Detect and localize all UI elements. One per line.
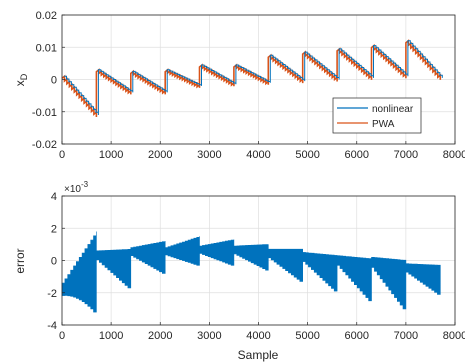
top-axes: 0 1000 2000 3000 4000 5000 6000 7000 8000 -0.02-… xyxy=(13,10,465,161)
top-y-tick-labels: -0.02 -0.01 0 0.01 0.02 xyxy=(32,10,57,151)
series-nonlinear-line xyxy=(64,40,443,115)
x-tick-label: 0 xyxy=(59,330,65,342)
y-tick-label: 0 xyxy=(51,256,57,268)
y-tick-label: 0.02 xyxy=(36,10,57,22)
error-band-cycle-1 xyxy=(61,231,97,313)
bottom-y-tick-labels: -4 -2 0 2 4 xyxy=(47,191,57,332)
y-tick-label: -0.02 xyxy=(32,139,57,151)
x-tick-label: 2000 xyxy=(148,149,172,161)
x-tick-label: 6000 xyxy=(345,330,369,342)
top-ticks xyxy=(61,14,456,145)
top-data xyxy=(61,39,443,117)
error-band-cycle-2 xyxy=(96,249,132,289)
legend-box xyxy=(332,97,422,134)
bottom-x-tick-labels: 0 1000 2000 3000 4000 5000 6000 7000 8000 xyxy=(59,330,465,342)
error-band-cycle-6 xyxy=(233,244,269,271)
bottom-axes: 0 1000 2000 3000 4000 5000 6000 7000 8000 -4 -2 0 2… xyxy=(13,180,465,362)
y-tick-label: -4 xyxy=(47,320,57,332)
series-pwa-line xyxy=(61,39,442,117)
x-tick-label: 1000 xyxy=(99,149,123,161)
error-band-cycle-10 xyxy=(371,257,407,310)
bottom-ticks xyxy=(61,195,456,326)
x-tick-label: 1000 xyxy=(99,330,123,342)
bottom-y-multiplier: ×10-3 xyxy=(64,180,89,195)
x-tick-label: 4000 xyxy=(246,330,270,342)
x-tick-label: 8000 xyxy=(443,149,465,161)
error-band-cycle-8 xyxy=(302,252,338,292)
x-tick-label: 4000 xyxy=(246,149,270,161)
x-tick-label: 6000 xyxy=(345,149,369,161)
y-tick-label: 0 xyxy=(51,75,57,87)
y-tick-label: 4 xyxy=(51,191,57,203)
y-tick-label: -2 xyxy=(47,288,57,300)
x-tick-label: 7000 xyxy=(394,149,418,161)
error-band-cycle-3 xyxy=(130,241,166,274)
y-tick-label: -0.01 xyxy=(32,107,57,119)
y-tick-label: 0.01 xyxy=(36,42,57,54)
legend-pwa-label: PWA xyxy=(372,119,395,130)
error-band-cycle-7 xyxy=(268,248,303,282)
bottom-x-axis-label: Sample xyxy=(238,348,279,362)
x-tick-label: 7000 xyxy=(394,330,418,342)
x-tick-label: 3000 xyxy=(197,149,221,161)
x-tick-label: 3000 xyxy=(197,330,221,342)
x-tick-label: 0 xyxy=(59,149,65,161)
error-band-cycle-4 xyxy=(164,236,200,266)
x-tick-label: 5000 xyxy=(295,330,319,342)
legend: nonlinear PWA xyxy=(332,97,422,134)
error-band-cycle-5 xyxy=(199,239,235,266)
x-tick-label: 2000 xyxy=(148,330,172,342)
error-band-cycle-9 xyxy=(336,255,372,302)
error-band-cycle-11 xyxy=(405,263,441,295)
x-tick-label: 5000 xyxy=(295,149,319,161)
x-tick-label: 8000 xyxy=(443,330,465,342)
bottom-data xyxy=(61,231,441,313)
bottom-y-axis-label: error xyxy=(13,248,27,273)
y-tick-label: 2 xyxy=(51,223,57,235)
top-x-tick-labels: 0 1000 2000 3000 4000 5000 6000 7000 8000 xyxy=(59,149,465,161)
top-y-axis-label: xD xyxy=(13,73,29,86)
legend-nonlinear-label: nonlinear xyxy=(372,104,414,115)
